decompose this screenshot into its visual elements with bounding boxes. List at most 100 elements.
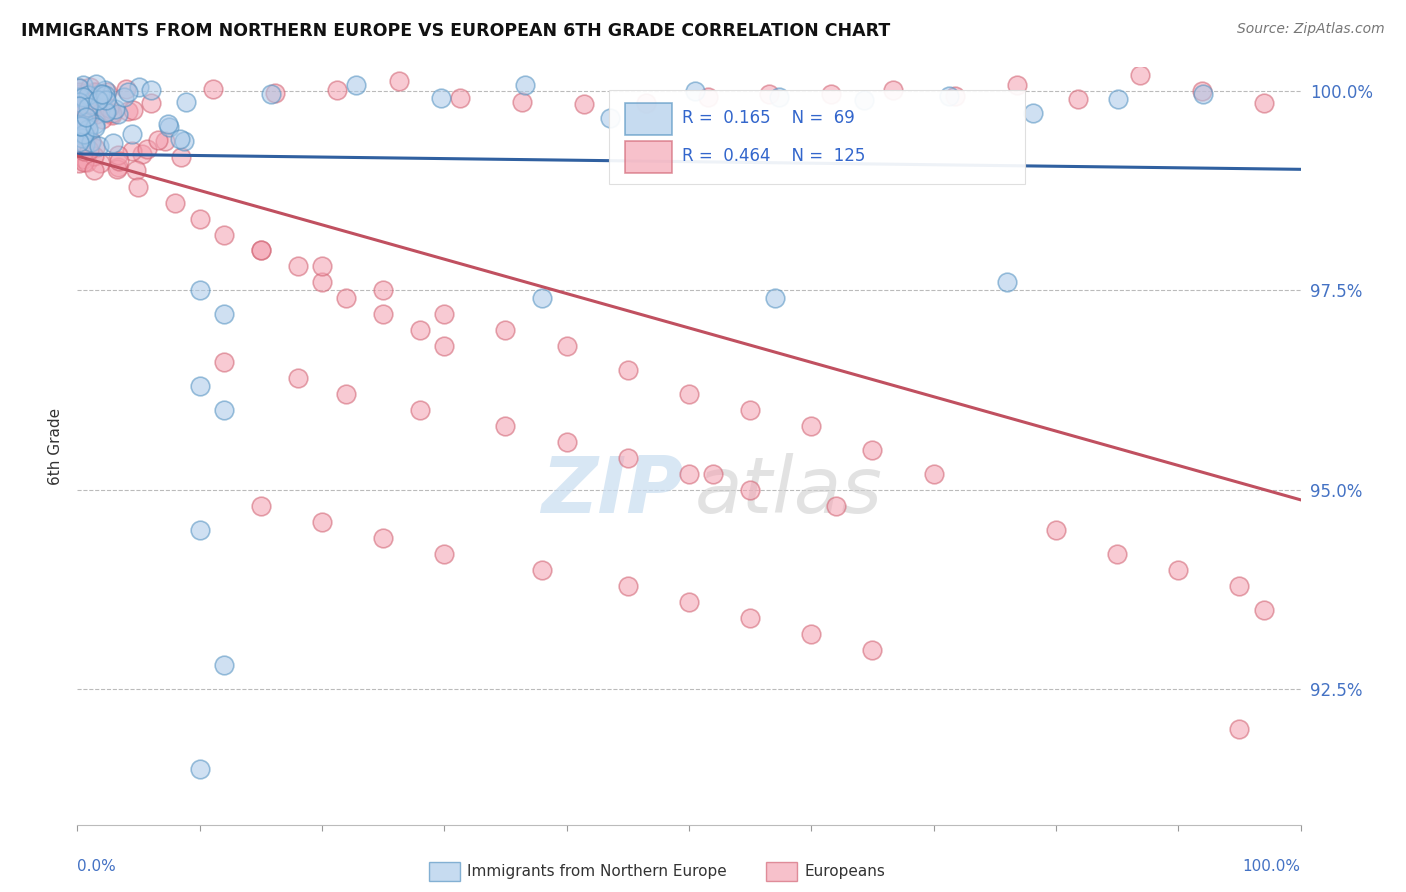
Point <box>1229 579 1251 593</box>
Point <box>84 107 107 121</box>
Point <box>117 85 139 99</box>
Point <box>1167 563 1189 577</box>
Point <box>121 144 143 158</box>
Point <box>84 85 107 99</box>
Point <box>335 387 357 401</box>
Point <box>80 97 103 112</box>
Point <box>678 387 700 401</box>
Point <box>117 104 139 119</box>
Point <box>76 110 98 124</box>
Point <box>768 89 790 103</box>
Bar <box>626 141 672 173</box>
Point <box>146 133 169 147</box>
Point <box>188 523 211 537</box>
Point <box>1107 547 1129 561</box>
Point <box>94 93 117 107</box>
Point <box>188 284 211 298</box>
Point <box>107 106 129 120</box>
Point <box>1107 92 1129 106</box>
Point <box>763 291 786 305</box>
Point <box>157 120 180 134</box>
Point <box>202 81 225 95</box>
Point <box>495 419 517 434</box>
Point <box>76 129 98 144</box>
Point <box>98 101 121 115</box>
Point <box>170 149 193 163</box>
Point <box>89 156 111 170</box>
Point <box>409 403 432 417</box>
Point <box>335 291 357 305</box>
Point <box>70 119 93 133</box>
Point <box>555 435 578 450</box>
Point <box>433 339 456 353</box>
Point <box>107 160 129 174</box>
Point <box>69 119 91 133</box>
Point <box>77 108 100 122</box>
Point <box>371 531 394 545</box>
Point <box>678 467 700 481</box>
Point <box>131 147 153 161</box>
Point <box>634 95 657 110</box>
Point <box>72 92 94 106</box>
Point <box>153 134 176 148</box>
Point <box>862 642 884 657</box>
Point <box>77 100 100 114</box>
Point <box>77 122 100 136</box>
Point <box>1005 78 1028 92</box>
Point <box>67 80 90 95</box>
Point <box>188 211 211 226</box>
Point <box>72 78 94 92</box>
Point <box>371 284 394 298</box>
Point <box>75 111 97 125</box>
Point <box>173 134 195 148</box>
Text: atlas: atlas <box>695 453 883 530</box>
Point <box>67 135 90 149</box>
Point <box>67 87 90 101</box>
Point <box>125 162 148 177</box>
Point <box>80 134 103 148</box>
Point <box>287 260 309 274</box>
Point <box>72 119 94 133</box>
Point <box>67 90 90 104</box>
Point <box>740 610 762 624</box>
Point <box>75 86 97 100</box>
Point <box>678 594 700 608</box>
Point <box>212 403 235 417</box>
Point <box>212 658 235 673</box>
Point <box>73 136 96 151</box>
Point <box>311 260 333 274</box>
Text: R =  0.165    N =  69: R = 0.165 N = 69 <box>682 110 855 128</box>
Y-axis label: 6th Grade: 6th Grade <box>48 408 63 484</box>
Point <box>1022 106 1045 120</box>
Point <box>94 104 117 119</box>
Point <box>169 132 191 146</box>
Point <box>433 547 456 561</box>
Point <box>157 117 180 131</box>
Text: 100.0%: 100.0% <box>1243 859 1301 874</box>
Point <box>515 78 537 92</box>
Point <box>617 363 640 377</box>
Point <box>139 83 162 97</box>
Point <box>87 93 110 107</box>
Point <box>510 95 533 110</box>
Point <box>922 467 945 481</box>
Point <box>409 323 432 337</box>
Point <box>101 106 124 120</box>
Point <box>69 81 91 95</box>
Point <box>311 276 333 290</box>
Point <box>73 115 96 129</box>
Point <box>94 82 117 96</box>
Point <box>371 307 394 321</box>
Point <box>176 95 198 110</box>
Point <box>70 136 93 150</box>
Point <box>311 515 333 529</box>
Point <box>121 103 143 117</box>
Point <box>943 89 966 103</box>
Point <box>433 307 456 321</box>
Text: R =  0.464    N =  125: R = 0.464 N = 125 <box>682 147 865 165</box>
Point <box>800 419 823 434</box>
Point <box>76 117 98 131</box>
Point <box>73 154 96 169</box>
Point <box>1129 68 1152 82</box>
Point <box>188 379 211 393</box>
